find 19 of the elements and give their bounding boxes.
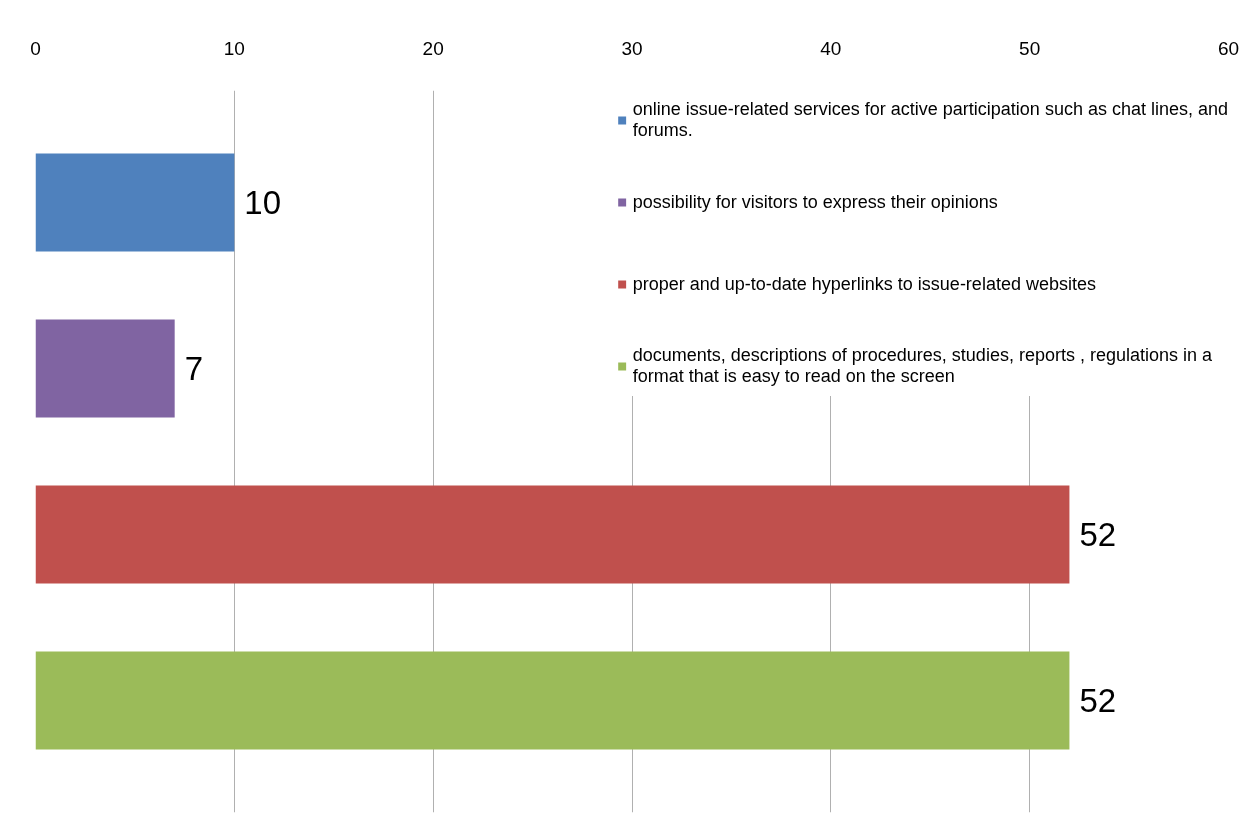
data-label: 7 — [184, 349, 204, 387]
x-tick-label: 40 — [820, 37, 842, 59]
x-tick-label: 0 — [30, 37, 41, 59]
bar — [35, 319, 175, 418]
bar — [35, 651, 1070, 750]
x-tick-label: 10 — [223, 37, 245, 59]
legend-label: online issue-related services for active participation such as chat lines, and forums. — [632, 98, 1228, 142]
x-tick-label: 30 — [621, 37, 643, 59]
x-tick-label: 50 — [1019, 37, 1041, 59]
x-tick-label: 60 — [1217, 37, 1240, 59]
legend-label: possibility for visitors to express their opinions — [632, 190, 998, 214]
data-label: 52 — [1079, 682, 1117, 720]
bar — [35, 153, 235, 252]
bar — [35, 485, 1070, 584]
data-label: 10 — [244, 183, 282, 221]
x-tick-label: 20 — [422, 37, 444, 59]
data-label: 52 — [1079, 516, 1117, 554]
legend-label: documents, descriptions of procedures, studies, reports , regulations in a format that is easy to read on the screen — [632, 344, 1212, 388]
legend-label: proper and up-to-date hyperlinks to issue-related websites — [632, 272, 1096, 296]
